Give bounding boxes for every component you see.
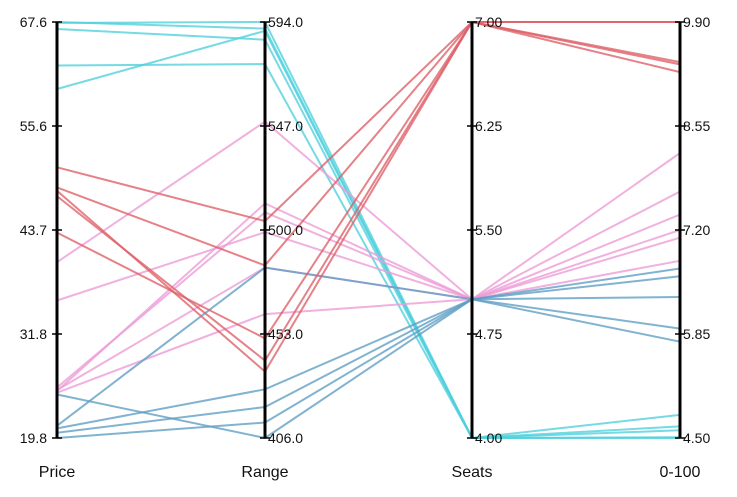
record-line-seats-7-20 xyxy=(56,21,680,340)
tick-label-0-100: 4.50 xyxy=(683,430,710,446)
record-line-seats-4-4 xyxy=(56,21,681,440)
tick-label-range: 500.0 xyxy=(268,222,303,238)
record-line-seats-4-1 xyxy=(56,28,681,440)
record-line-seats-4-0 xyxy=(56,20,680,439)
record-line-seats-5-high-8 xyxy=(56,211,681,389)
tick-label-seats: 6.25 xyxy=(475,118,502,134)
axis-title-0-100: 0-100 xyxy=(660,464,701,481)
record-line-seats-5-low-13 xyxy=(56,298,681,434)
tick-label-seats: 5.50 xyxy=(475,222,502,238)
record-line-seats-5-high-6 xyxy=(56,213,681,302)
tick-label-seats: 7.00 xyxy=(475,14,502,30)
tick-label-0-100: 9.90 xyxy=(683,14,710,30)
tick-label-seats: 4.00 xyxy=(475,430,502,446)
record-line-seats-7-17 xyxy=(56,20,681,267)
tick-label-range: 453.0 xyxy=(268,326,303,342)
record-line-seats-5-low-12 xyxy=(56,266,681,427)
tick-label-price: 19.8 xyxy=(20,430,47,446)
record-line-seats-5-high-10 xyxy=(56,202,681,392)
series-lines xyxy=(56,20,681,440)
record-line-seats-7-18 xyxy=(56,20,681,363)
tick-label-0-100: 5.85 xyxy=(683,326,710,342)
record-line-seats-7-19 xyxy=(56,20,681,374)
record-line-seats-5-high-5 xyxy=(56,120,681,301)
tick-label-price: 31.8 xyxy=(20,326,47,342)
record-line-seats-5-high-9 xyxy=(56,152,681,394)
tick-label-0-100: 7.20 xyxy=(683,222,710,238)
tick-label-range: 547.0 xyxy=(268,118,303,134)
axes: 19.8 31.8 43.7 55.6 67.6 Price 406.0 453.0 500.0… xyxy=(20,14,711,481)
axis-title-seats: Seats xyxy=(452,464,493,481)
tick-label-price: 67.6 xyxy=(20,14,47,30)
record-line-seats-5-low-14 xyxy=(56,298,681,439)
tick-label-price: 55.6 xyxy=(20,118,47,134)
tick-label-seats: 4.75 xyxy=(475,326,502,342)
axis-title-price: Price xyxy=(39,464,76,481)
tick-label-range: 594.0 xyxy=(268,14,303,30)
tick-label-range: 406.0 xyxy=(268,430,303,446)
record-line-seats-5-low-11 xyxy=(56,267,681,440)
tick-label-price: 43.7 xyxy=(20,222,47,238)
axis-title-range: Range xyxy=(241,464,288,481)
tick-label-0-100: 8.55 xyxy=(683,118,710,134)
record-line-seats-5-low-15 xyxy=(56,275,681,430)
